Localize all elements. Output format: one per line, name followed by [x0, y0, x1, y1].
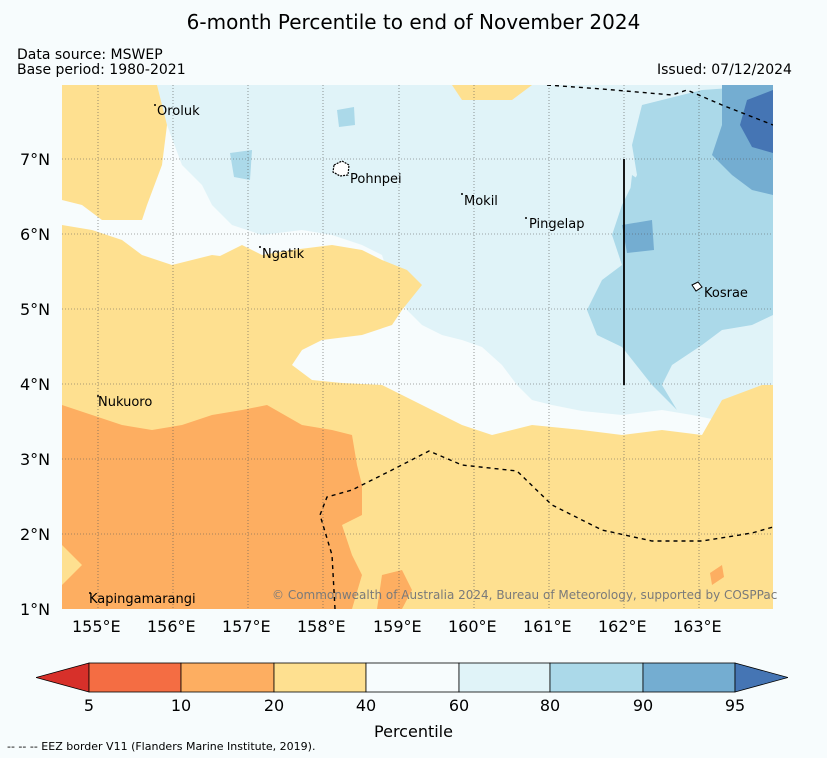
- lon-tick-162e: 162°E: [598, 617, 647, 636]
- colorbar-90-95: [643, 663, 735, 692]
- lon-tick-158e: 158°E: [297, 617, 346, 636]
- base-period-label: Base period: 1980-2021: [17, 63, 186, 78]
- colorbar-above-95: [735, 663, 788, 692]
- colorbar: [36, 661, 788, 694]
- lon-tick-157e: 157°E: [222, 617, 271, 636]
- colorbar-tick-60: 60: [449, 696, 469, 715]
- lon-tick-163e: 163°E: [673, 617, 722, 636]
- colorbar-below-5: [36, 663, 89, 692]
- chart-title: 6-month Percentile to end of November 20…: [0, 10, 827, 34]
- place-kapingamarangi: Kapingamarangi: [89, 592, 196, 607]
- lon-tick-159e: 159°E: [373, 617, 422, 636]
- eez-footnote: -- -- -- EEZ border V11 (Flanders Marine…: [7, 740, 315, 753]
- colorbar-tick-20: 20: [264, 696, 284, 715]
- colorbar-60-80: [459, 663, 550, 692]
- place-mokil: Mokil: [464, 194, 498, 209]
- colorbar-tick-80: 80: [540, 696, 560, 715]
- data-source-label: Data source: MSWEP: [17, 48, 163, 63]
- lon-tick-156e: 156°E: [147, 617, 196, 636]
- lon-tick-160e: 160°E: [448, 617, 497, 636]
- oroluk-dot: [154, 104, 156, 106]
- mokil-dot: [461, 193, 463, 195]
- colorbar-40-60: [366, 663, 459, 692]
- colorbar-10-20: [181, 663, 274, 692]
- colorbar-tick-90: 90: [633, 696, 653, 715]
- pingelap-dot: [525, 217, 527, 219]
- place-kosrae: Kosrae: [704, 286, 748, 301]
- place-pohnpei: Pohnpei: [350, 172, 402, 187]
- ngatik-dot: [259, 246, 261, 248]
- lon-tick-155e: 155°E: [72, 617, 121, 636]
- lon-tick-161e: 161°E: [523, 617, 572, 636]
- place-nukuoro: Nukuoro: [98, 395, 152, 410]
- region-90-95-patch: [622, 220, 654, 253]
- lat-tick-1n: 1°N: [20, 600, 50, 619]
- colorbar-label: Percentile: [0, 722, 827, 741]
- colorbar-80-90: [550, 663, 643, 692]
- colorbar-tick-95: 95: [725, 696, 745, 715]
- region-10-20: [62, 405, 362, 609]
- place-pingelap: Pingelap: [529, 217, 585, 232]
- lat-tick-7n: 7°N: [20, 150, 50, 169]
- lat-tick-2n: 2°N: [20, 525, 50, 544]
- lat-tick-4n: 4°N: [20, 375, 50, 394]
- colorbar-tick-40: 40: [356, 696, 376, 715]
- place-oroluk: Oroluk: [157, 104, 200, 119]
- lat-tick-5n: 5°N: [20, 300, 50, 319]
- percentile-map: [62, 85, 773, 609]
- colorbar-5-10: [89, 663, 181, 692]
- issued-date-label: Issued: 07/12/2024: [657, 63, 792, 78]
- place-ngatik: Ngatik: [262, 247, 304, 262]
- colorbar-tick-5: 5: [84, 696, 94, 715]
- region-80-90-small2: [337, 107, 355, 127]
- colorbar-tick-10: 10: [171, 696, 191, 715]
- copyright-notice: © Commonwealth of Australia 2024, Bureau…: [272, 588, 777, 602]
- colorbar-20-40: [274, 663, 366, 692]
- lat-tick-6n: 6°N: [20, 225, 50, 244]
- lat-tick-3n: 3°N: [20, 450, 50, 469]
